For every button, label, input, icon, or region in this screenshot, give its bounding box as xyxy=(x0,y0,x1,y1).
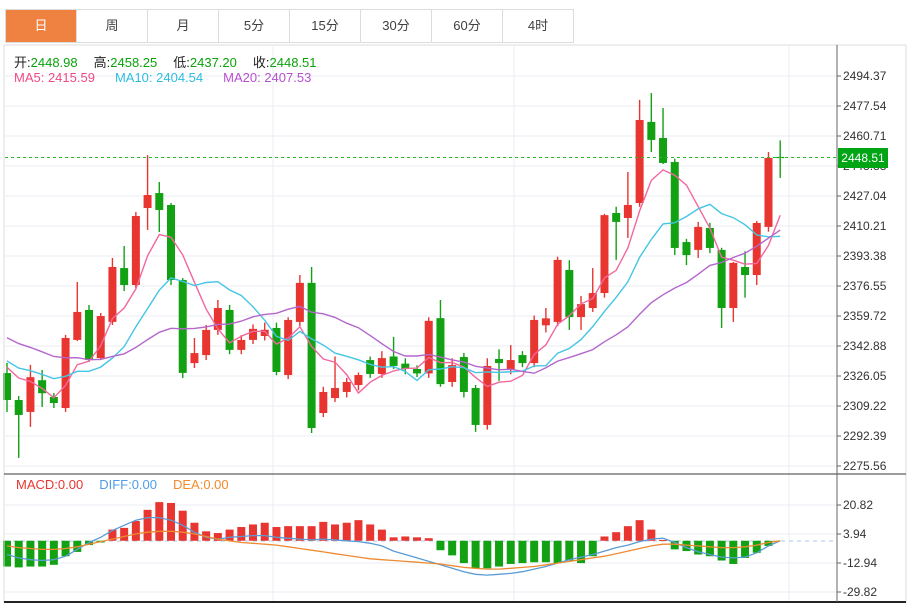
macd-axis-label: 20.82 xyxy=(843,498,874,512)
macd-axis-label: -29.82 xyxy=(843,585,878,599)
price-axis-label: 2376.55 xyxy=(843,278,887,293)
macd-axis-label: -12.94 xyxy=(843,556,878,570)
tab-30min[interactable]: 30分 xyxy=(361,10,432,42)
price-axis-label: 2359.72 xyxy=(843,308,887,323)
ma-legend: MA5: 2415.59 MA10: 2404.54 MA20: 2407.53 xyxy=(14,70,331,85)
open-value: 2448.98 xyxy=(30,55,78,70)
tab-5min[interactable]: 5分 xyxy=(219,10,290,42)
price-axis-label: 2477.54 xyxy=(843,98,887,113)
price-axis-label: 2393.38 xyxy=(843,249,887,263)
ma10-value: MA10: 2404.54 xyxy=(114,70,204,85)
price-axis-label: 2342.88 xyxy=(843,339,887,353)
macd-value: MACD:0.00 xyxy=(16,477,84,492)
tab-day[interactable]: 日 xyxy=(6,10,77,42)
tab-month[interactable]: 月 xyxy=(148,10,219,42)
low-value: 2437.20 xyxy=(189,55,237,70)
diff-value: DIFF:0.00 xyxy=(99,477,157,492)
macd-legend: MACD:0.00 DIFF:0.00 DEA:0.00 xyxy=(16,477,245,492)
high-label: 高: xyxy=(93,55,111,70)
tab-15min[interactable]: 15分 xyxy=(290,10,361,42)
close-label: 收: xyxy=(252,55,270,70)
macd-axis-label: 3.94 xyxy=(843,527,867,541)
price-axis-label: 2326.05 xyxy=(843,369,887,383)
tab-60min[interactable]: 60分 xyxy=(432,10,503,42)
price-axis-label: 2309.22 xyxy=(843,399,887,413)
open-label: 开: xyxy=(14,55,31,70)
low-label: 低: xyxy=(173,55,190,70)
price-axis-label: 2494.37 xyxy=(843,69,887,83)
price-axis-label: 2292.39 xyxy=(843,429,887,443)
price-axis-label: 2427.04 xyxy=(843,189,887,203)
current-price-badge: 2448.51 xyxy=(838,147,888,168)
ohlc-legend: 开:2448.98 高:2458.25 低:2437.20 收:2448.51 xyxy=(14,52,333,71)
tab-week[interactable]: 周 xyxy=(77,10,148,42)
ma5-value: MA5: 2415.59 xyxy=(14,70,95,85)
high-value: 2458.25 xyxy=(110,55,158,70)
close-value: 2448.51 xyxy=(269,55,317,70)
timeframe-tabbar: 日 周 月 5分 15分 30分 60分 4时 xyxy=(5,9,574,43)
dea-value: DEA:0.00 xyxy=(173,477,229,492)
price-axis-label: 2460.71 xyxy=(843,128,887,143)
ma20-value: MA20: 2407.53 xyxy=(223,70,312,85)
tab-4hour[interactable]: 4时 xyxy=(503,10,573,42)
price-axis-label: 2275.56 xyxy=(843,459,887,473)
price-axis-label: 2410.21 xyxy=(843,219,887,233)
